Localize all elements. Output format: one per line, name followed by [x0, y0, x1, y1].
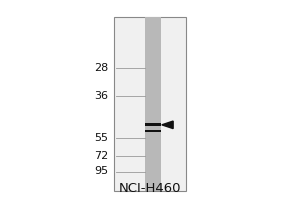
Bar — [145, 17, 161, 191]
Text: 72: 72 — [94, 151, 108, 161]
Text: NCI-H460: NCI-H460 — [119, 182, 181, 195]
Text: 28: 28 — [94, 63, 108, 73]
Bar — [114, 17, 186, 191]
Text: 36: 36 — [94, 91, 108, 101]
Polygon shape — [162, 121, 173, 129]
Bar — [145, 130, 161, 132]
Text: 95: 95 — [94, 166, 108, 176]
Text: 55: 55 — [94, 133, 108, 143]
Bar — [145, 123, 161, 126]
